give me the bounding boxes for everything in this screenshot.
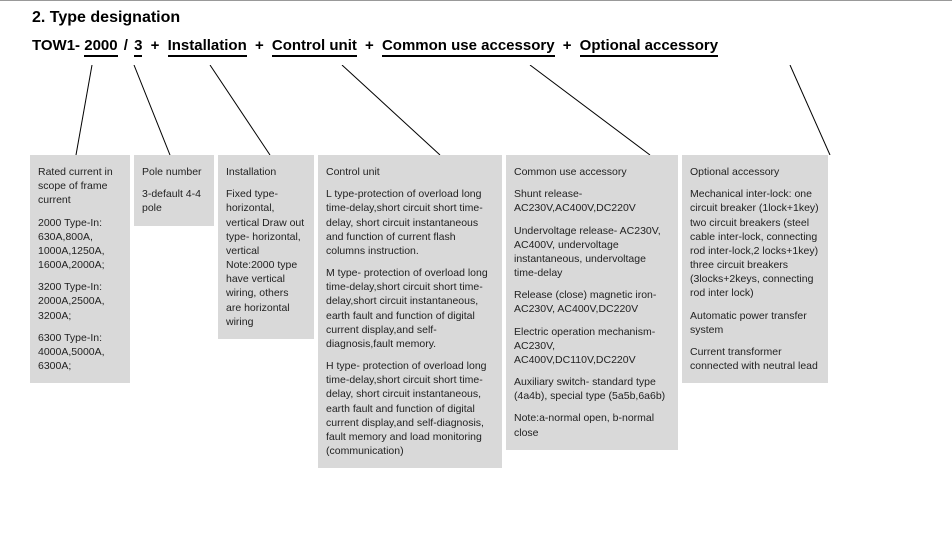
plus-sep: +	[251, 37, 268, 54]
box-header: Pole number	[142, 165, 206, 179]
connector-diagram	[0, 65, 952, 155]
box-paragraph: Note:a-normal open, b-normal close	[514, 411, 670, 439]
connector-line	[530, 65, 650, 155]
plus-sep: +	[559, 37, 576, 54]
seg-install: Installation	[168, 37, 247, 57]
box-header: Installation	[226, 165, 306, 179]
seg-pole: 3	[134, 37, 142, 57]
description-boxes: Rated current in scope of frame current 2…	[30, 155, 828, 468]
box-paragraph: 6300 Type-In: 4000A,5000A, 6300A;	[38, 331, 122, 374]
box-header: Rated current in scope of frame current	[38, 165, 122, 208]
box-paragraph: Release (close) magnetic iron-AC230V, AC…	[514, 288, 670, 316]
box-paragraph: Auxiliary switch- standard type (4a4b), …	[514, 375, 670, 403]
box-paragraph: M type- protection of overload long time…	[326, 266, 494, 351]
box-header: Optional accessory	[690, 165, 820, 179]
description-box: Installation Fixed type- horizontal, vert…	[218, 155, 314, 339]
box-header: Common use accessory	[514, 165, 670, 179]
box-paragraph: 3200 Type-In: 2000A,2500A, 3200A;	[38, 280, 122, 323]
seg-control: Control unit	[272, 37, 357, 57]
box-paragraph: L type-protection of overload long time-…	[326, 187, 494, 258]
box-paragraph: Mechanical inter-lock: one circuit break…	[690, 187, 820, 300]
section-title: 2. Type designation	[0, 1, 952, 27]
box-header: Control unit	[326, 165, 494, 179]
prefix-label: TOW1-	[32, 37, 80, 54]
connector-line	[210, 65, 270, 155]
description-box: Control unit L type-protection of overloa…	[318, 155, 502, 468]
plus-sep: +	[361, 37, 378, 54]
description-box: Rated current in scope of frame current 2…	[30, 155, 130, 383]
description-box: Common use accessory Shunt release- AC230…	[506, 155, 678, 450]
box-paragraph: Undervoltage release- AC230V, AC400V, un…	[514, 224, 670, 281]
box-paragraph: Electric operation mechanism-AC230V, AC4…	[514, 325, 670, 368]
connector-line	[76, 65, 92, 155]
plus-sep: +	[147, 37, 164, 54]
slash-sep: /	[122, 37, 130, 54]
connector-svg	[0, 65, 952, 155]
box-paragraph: Shunt release- AC230V,AC400V,DC220V	[514, 187, 670, 215]
box-paragraph: 2000 Type-In: 630A,800A, 1000A,1250A, 16…	[38, 216, 122, 273]
description-box: Optional accessory Mechanical inter-lock:…	[682, 155, 828, 383]
connector-line	[134, 65, 170, 155]
box-paragraph: Fixed type- horizontal, vertical Draw ou…	[226, 187, 306, 329]
seg-frame: 2000	[84, 37, 117, 57]
box-paragraph: Automatic power transfer system	[690, 309, 820, 337]
connector-line	[790, 65, 830, 155]
box-paragraph: 3-default 4-4 pole	[142, 187, 206, 215]
box-paragraph: Current transformer connected with neutr…	[690, 345, 820, 373]
seg-common: Common use accessory	[382, 37, 555, 57]
description-box: Pole number 3-default 4-4 pole	[134, 155, 214, 226]
seg-optional: Optional accessory	[580, 37, 718, 57]
connector-line	[342, 65, 440, 155]
type-designation-line: TOW1- 2000 / 3 + Installation + Control …	[0, 27, 952, 57]
box-paragraph: H type- protection of overload long time…	[326, 359, 494, 458]
